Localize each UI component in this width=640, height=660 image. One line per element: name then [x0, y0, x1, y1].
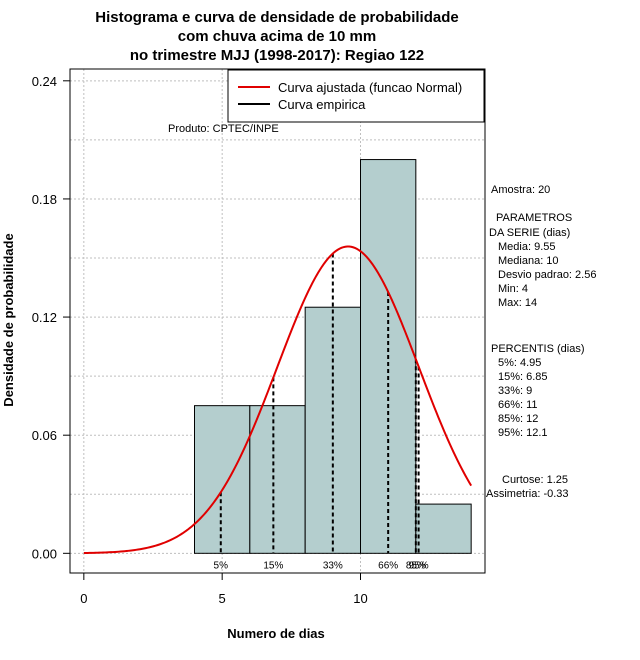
stat-curtose: Curtose: 1.25 — [502, 474, 568, 486]
stat-params-title-1: PARAMETROS — [496, 212, 572, 224]
x-axis-label: Numero de dias — [227, 626, 325, 641]
percentile-lines: 5% 15% 33% 66% 85%95% — [214, 253, 429, 571]
normal-fit-curve — [83, 245, 473, 555]
stats-panel: Amostra: 20 PARAMETROS DA SERIE (dias) M… — [486, 184, 596, 500]
percentile-label-5: 95% — [409, 560, 429, 571]
stat-p85: 85%: 12 — [498, 413, 538, 425]
x-tick-label-0: 0 — [80, 591, 87, 606]
histogram-bar-4 — [415, 503, 472, 554]
stat-p33: 33%: 9 — [498, 385, 532, 397]
chart-title-line-2: com chuva acima de 10 mm — [178, 28, 376, 45]
histogram-bar-0 — [194, 405, 251, 554]
source-note: Produto: CPTEC/INPE — [168, 123, 279, 135]
chart-title-line-3: no trimestre MJJ (1998-2017): Regiao 122 — [130, 47, 424, 64]
stat-p95: 95%: 12.1 — [498, 427, 548, 439]
histogram-bar-1 — [249, 405, 306, 554]
stat-min: Min: 4 — [498, 283, 528, 295]
y-tick-label-0: 0.00 — [32, 546, 57, 561]
percentile-label-0: 5% — [214, 560, 229, 571]
x-tick-label-1: 5 — [219, 591, 226, 606]
stat-pct-title: PERCENTIS (dias) — [491, 343, 585, 355]
histogram-bars — [194, 159, 472, 554]
stat-p15: 15%: 6.85 — [498, 371, 548, 383]
stat-p66: 66%: 11 — [498, 399, 538, 411]
y-axis-label: Densidade de probabilidade — [1, 233, 16, 406]
stat-p5: 5%: 4.95 — [498, 357, 541, 369]
y-tick-label-3: 0.18 — [32, 192, 57, 207]
percentile-label-1: 15% — [263, 560, 283, 571]
stat-sample: Amostra: 20 — [491, 184, 550, 196]
stat-desvio: Desvio padrao: 2.56 — [498, 269, 596, 281]
chart-title-line-1: Histograma e curva de densidade de proba… — [95, 9, 458, 26]
stat-mediana: Mediana: 10 — [498, 255, 559, 267]
y-axis: 0.00 0.06 0.12 0.18 0.24 — [32, 74, 70, 561]
x-tick-label-2: 10 — [353, 591, 367, 606]
legend-label-empirical: Curva empirica — [278, 97, 366, 112]
y-tick-label-1: 0.06 — [32, 428, 57, 443]
stat-assimetria: Assimetria: -0.33 — [486, 488, 569, 500]
stat-params-title-2: DA SERIE (dias) — [489, 227, 570, 239]
stat-max: Max: 14 — [498, 297, 537, 309]
x-axis: 0 5 10 — [80, 572, 368, 606]
legend-box — [227, 69, 485, 123]
y-tick-label-4: 0.24 — [32, 74, 57, 89]
y-tick-label-2: 0.12 — [32, 310, 57, 325]
legend: Curva ajustada (funcao Normal) Curva emp… — [227, 69, 485, 123]
percentile-label-2: 33% — [323, 560, 343, 571]
stat-media: Media: 9.55 — [498, 241, 555, 253]
percentile-label-4: 85% — [406, 560, 426, 571]
percentile-label-3: 66% — [378, 560, 398, 571]
legend-label-fit: Curva ajustada (funcao Normal) — [278, 80, 462, 95]
